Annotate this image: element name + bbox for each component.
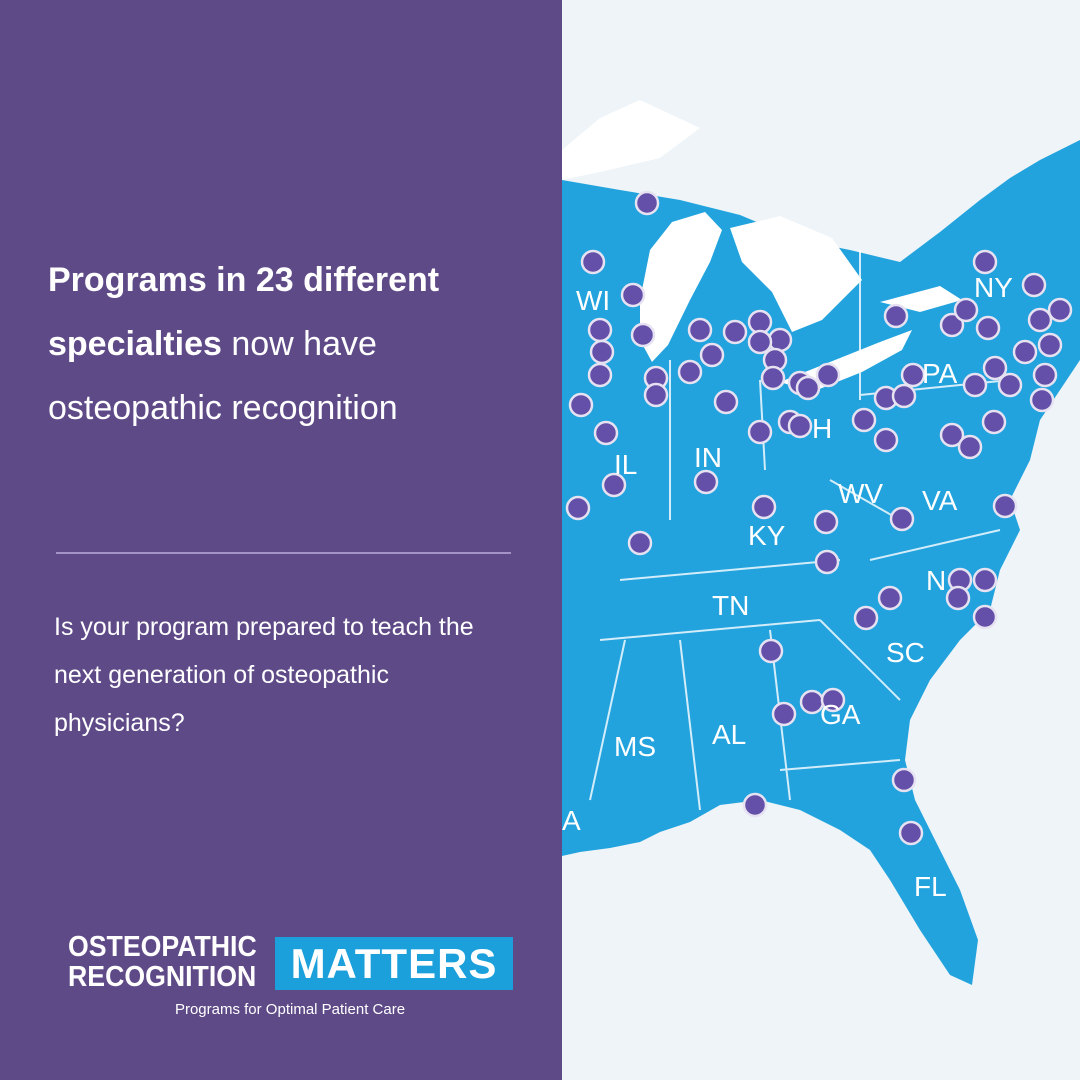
state-label: FL	[914, 871, 947, 902]
logo-line: RECOGNITION	[68, 961, 257, 993]
state-label: GA	[820, 699, 861, 730]
state-label: WV	[838, 478, 883, 509]
state-label: VA	[922, 485, 958, 516]
state-labels: WI IL IN KY TN MS AL GA SC N VA WV PA NY…	[562, 272, 1013, 902]
headline-rest: now have osteopathic recognition	[48, 325, 398, 427]
state-label: KY	[748, 520, 786, 551]
logo-line: OSTEOPATHIC	[68, 931, 257, 963]
state-label: MS	[614, 731, 656, 762]
logo-tagline: Programs for Optimal Patient Care	[174, 1001, 406, 1018]
logo-badge: MATTERS	[275, 937, 513, 990]
state-label: AL	[712, 719, 746, 750]
divider	[56, 552, 511, 554]
lakes	[562, 100, 962, 392]
question: Is your program prepared to teach the ne…	[54, 613, 474, 737]
state-label: TN	[712, 590, 749, 621]
state-label: PA	[922, 358, 958, 389]
left-panel: Programs in 23 different specialties now…	[0, 0, 562, 1080]
state-label: N	[926, 565, 946, 596]
program-dots	[565, 190, 1073, 846]
headline: Programs in 23 different specialties now…	[48, 248, 528, 440]
state-label: IL	[614, 449, 637, 480]
headline-bold: Programs in 23 different specialties	[48, 261, 440, 363]
state-label: A	[562, 805, 581, 836]
state-label: H	[812, 413, 832, 444]
map: WI IL IN KY TN MS AL GA SC N VA WV PA NY…	[562, 100, 1080, 985]
logo-words: OSTEOPATHIC RECOGNITION	[68, 932, 257, 992]
state-label: IN	[694, 442, 722, 473]
state-label: NY	[974, 272, 1013, 303]
state-label: WI	[576, 285, 610, 316]
state-label: SC	[886, 637, 925, 668]
